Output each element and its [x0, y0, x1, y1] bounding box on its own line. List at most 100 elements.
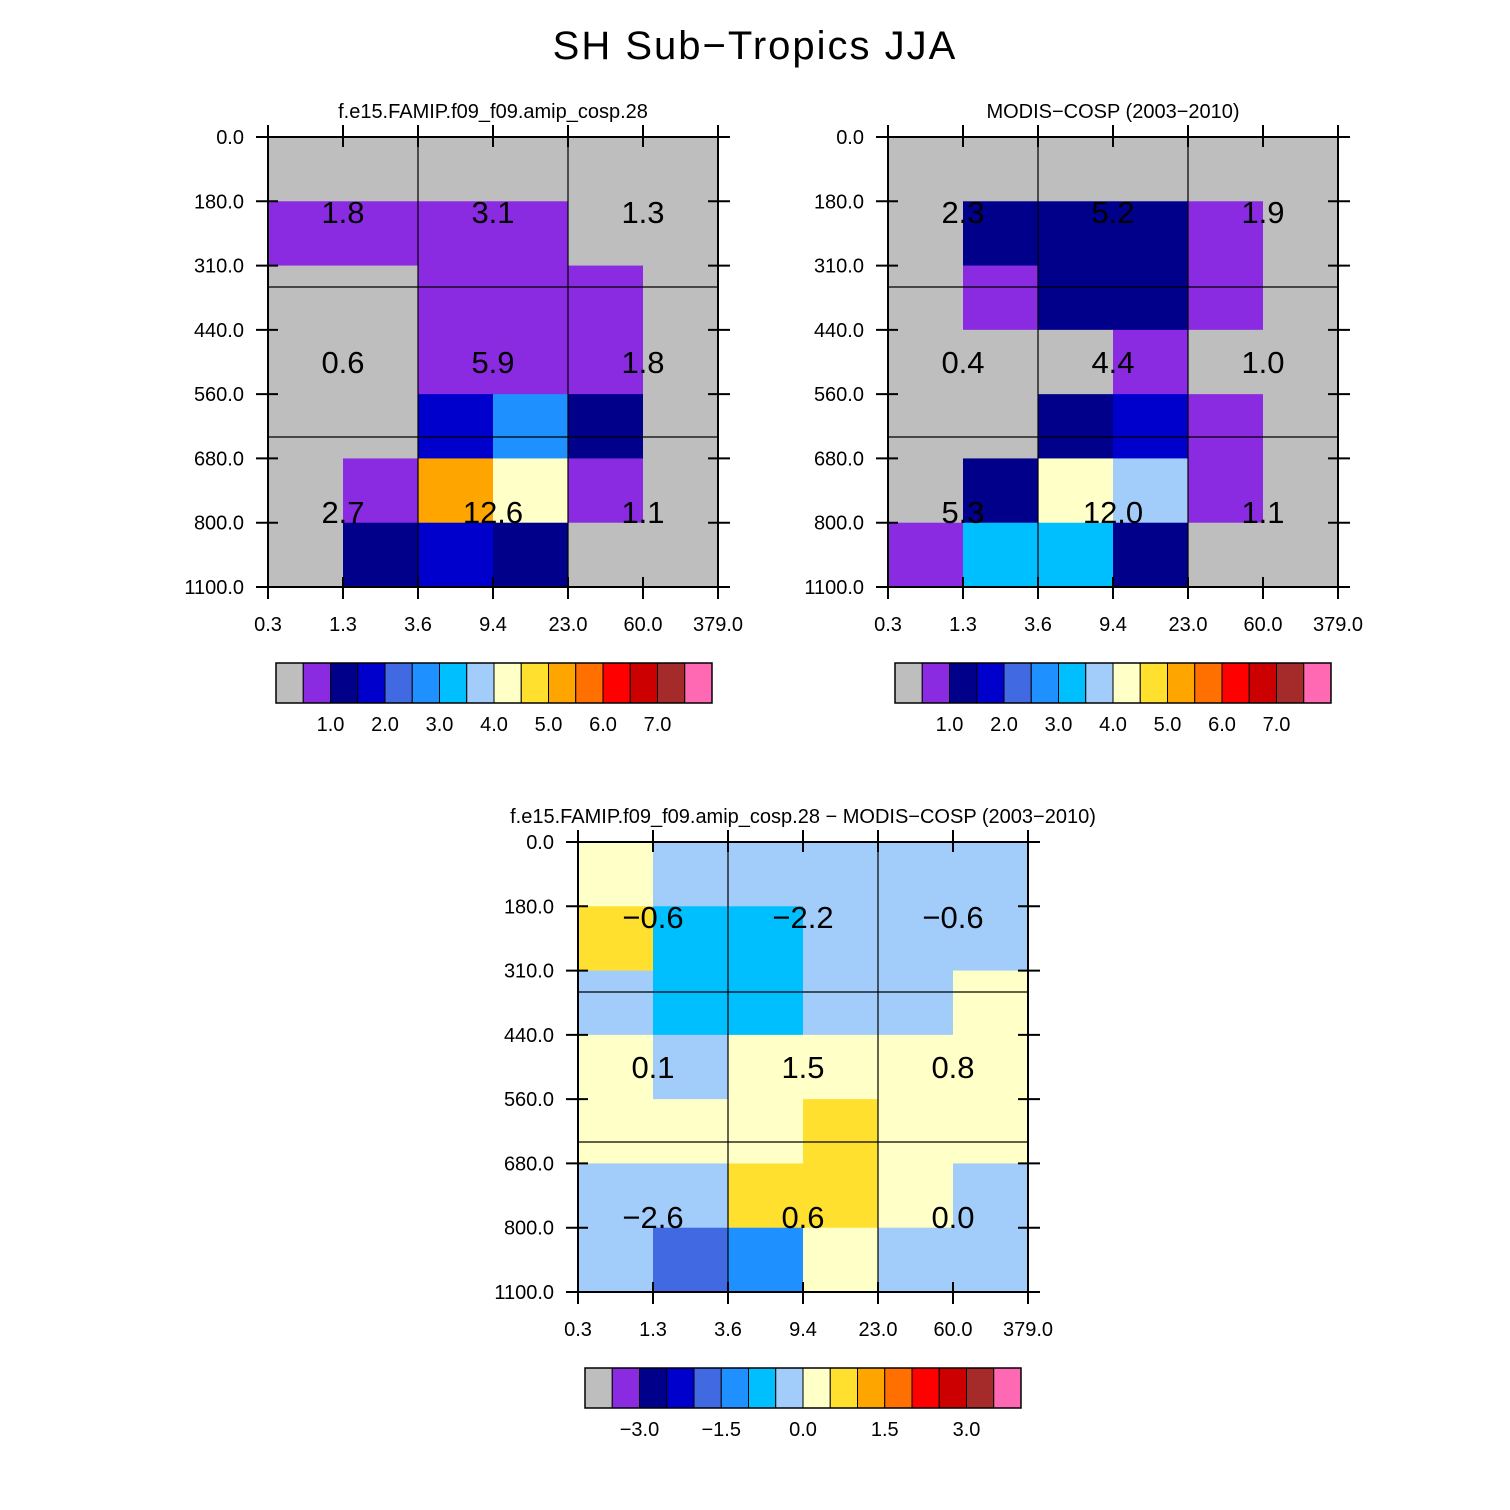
colorbar-swatch	[639, 1367, 668, 1409]
colorbar-swatch	[921, 662, 950, 704]
heatmap-cell	[878, 1099, 954, 1165]
heatmap-cell	[878, 1227, 954, 1293]
heatmap-cell	[888, 201, 964, 267]
heatmap-cell	[568, 522, 644, 588]
colorbar-swatch	[1058, 662, 1087, 704]
colorbar-swatch	[911, 1367, 940, 1409]
colorbar-swatch	[693, 1367, 722, 1409]
heatmap-cell	[1038, 458, 1114, 524]
heatmap-cell	[493, 329, 569, 395]
colorbar-swatch	[802, 1367, 831, 1409]
colorbar-swatch	[657, 662, 686, 704]
group-value-label: 0.4	[941, 345, 984, 380]
x-tick-label: 60.0	[934, 1319, 973, 1341]
heatmap-cell	[568, 265, 644, 331]
colorbar-swatch	[466, 662, 495, 704]
y-tick-label: 800.0	[194, 513, 244, 535]
heatmap-cell	[1038, 329, 1114, 395]
x-tick-label: 0.3	[254, 614, 282, 636]
heatmap-cell	[578, 906, 654, 972]
heatmap-cell	[803, 1163, 879, 1229]
panel-title: f.e15.FAMIP.f09_f09.amip_cosp.28	[338, 101, 648, 123]
group-value-label: 5.9	[471, 345, 514, 380]
colorbar-swatch	[1139, 662, 1168, 704]
colorbar-swatch	[1248, 662, 1277, 704]
heatmap-cell	[418, 458, 494, 524]
group-value-label: 0.0	[931, 1200, 974, 1235]
colorbar-swatch	[894, 662, 923, 704]
colorbar-label: 5.0	[535, 714, 563, 736]
heatmap-cell	[963, 137, 1039, 202]
colorbar-swatch	[1030, 662, 1059, 704]
heatmap-cell	[1113, 458, 1189, 524]
x-tick-label: 0.3	[564, 1319, 592, 1341]
x-tick-label: 60.0	[1244, 614, 1283, 636]
group-value-label: 2.7	[321, 495, 364, 530]
colorbar-swatch	[1085, 662, 1114, 704]
heatmap-cell	[578, 1034, 654, 1100]
heatmap-cell	[963, 201, 1039, 267]
heatmap-cell	[343, 329, 419, 395]
heatmap-cell	[578, 842, 654, 907]
y-tick-label: 0.0	[216, 127, 244, 149]
x-tick-label: 23.0	[859, 1319, 898, 1341]
heatmap-cell	[878, 1163, 954, 1229]
heatmap-cell	[888, 458, 964, 524]
colorbar-label: 5.0	[1154, 714, 1182, 736]
heatmap-cell	[568, 394, 644, 460]
y-tick-label: 800.0	[504, 1218, 554, 1240]
heatmap-cell	[728, 1099, 804, 1165]
x-tick-label: 60.0	[624, 614, 663, 636]
heatmap-cell	[578, 970, 654, 1036]
heatmap-cell	[653, 1163, 729, 1229]
heatmap-cell	[1113, 265, 1189, 331]
colorbar-swatch	[684, 662, 713, 704]
group-value-label: 3.1	[471, 195, 514, 230]
heatmap-cell	[343, 522, 419, 588]
group-value-label: 0.8	[931, 1050, 974, 1085]
group-value-label: −2.6	[622, 1200, 683, 1235]
heatmap-cell	[653, 1034, 729, 1100]
y-tick-label: 680.0	[194, 448, 244, 470]
group-value-label: −0.6	[922, 900, 983, 935]
heatmap-cell	[963, 394, 1039, 460]
x-tick-label: 23.0	[549, 614, 588, 636]
heatmap-cell	[728, 1034, 804, 1100]
colorbar-frame	[584, 1367, 1022, 1409]
colorbar-swatch	[602, 662, 631, 704]
colorbar-swatch	[493, 662, 522, 704]
x-tick-label: 9.4	[789, 1319, 817, 1341]
heatmap-cell	[728, 842, 804, 907]
group-value-label: 1.1	[621, 495, 664, 530]
colorbar-swatch	[357, 662, 386, 704]
heatmap-cell	[653, 1099, 729, 1165]
heatmap-cell	[643, 394, 719, 460]
group-value-label: 12.0	[1083, 495, 1143, 530]
heatmap-cell	[1038, 201, 1114, 267]
colorbar-label: 1.0	[936, 714, 964, 736]
heatmap-cell	[643, 458, 719, 524]
group-value-label: −0.6	[622, 900, 683, 935]
heatmap-cell	[1113, 201, 1189, 267]
y-tick-label: 180.0	[194, 191, 244, 213]
colorbar-swatch	[1194, 662, 1223, 704]
heatmap-cell	[568, 329, 644, 395]
heatmap-cell	[643, 329, 719, 395]
panel-title: MODIS−COSP (2003−2010)	[986, 101, 1239, 123]
colorbar-swatch	[439, 662, 468, 704]
heatmap-cell	[963, 265, 1039, 331]
heatmap-cell	[418, 137, 494, 202]
colorbar-swatch	[1003, 662, 1032, 704]
heatmap-cell	[653, 1227, 729, 1293]
colorbar-label: −3.0	[620, 1419, 659, 1441]
heatmap-cell	[643, 265, 719, 331]
group-value-label: 0.6	[781, 1200, 824, 1235]
heatmap-cell	[888, 265, 964, 331]
y-tick-label: 180.0	[814, 191, 864, 213]
heatmap-cell	[418, 201, 494, 267]
panel-title: f.e15.FAMIP.f09_f09.amip_cosp.28 − MODIS…	[510, 806, 1096, 828]
colorbar-swatch	[857, 1367, 886, 1409]
heatmap-cell	[878, 970, 954, 1036]
heatmap-cell	[878, 842, 954, 907]
